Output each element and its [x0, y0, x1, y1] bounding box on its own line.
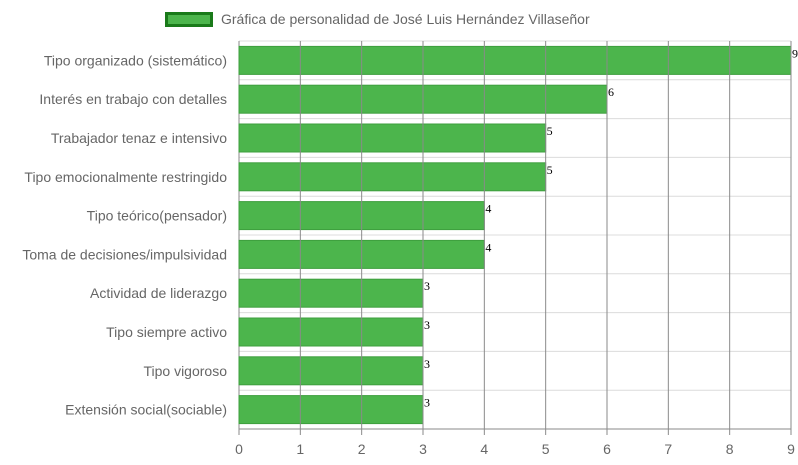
category-label: Extensión social(sociable) [65, 402, 227, 418]
bar [238, 317, 424, 347]
x-tick-label: 8 [726, 441, 734, 457]
x-tick-label: 6 [603, 441, 611, 457]
data-label: 3 [424, 318, 430, 332]
category-label: Interés en trabajo con detalles [39, 91, 227, 107]
bar [238, 356, 424, 386]
bar [238, 45, 792, 75]
x-tick-label: 5 [542, 441, 550, 457]
category-label: Tipo vigoroso [143, 363, 227, 379]
data-label: 4 [485, 240, 491, 254]
chart-legend[interactable]: Gráfica de personalidad de José Luis Her… [165, 8, 590, 30]
data-label: 5 [547, 124, 553, 138]
data-label: 9 [792, 46, 798, 60]
legend-swatch [165, 11, 213, 27]
category-label: Tipo teórico(pensador) [87, 208, 227, 224]
x-tick-label: 2 [358, 441, 366, 457]
x-tick-label: 9 [787, 441, 795, 457]
x-tick-label: 0 [235, 441, 243, 457]
category-label: Trabajador tenaz e intensivo [51, 130, 227, 146]
category-label: Tipo emocionalmente restringido [24, 169, 227, 185]
bar [238, 123, 547, 153]
x-tick-label: 3 [419, 441, 427, 457]
data-label: 3 [424, 396, 430, 410]
category-label: Tipo organizado (sistemático) [44, 52, 227, 68]
category-label: Actividad de liderazgo [90, 285, 227, 301]
category-label: Tipo siempre activo [106, 324, 227, 340]
legend-label: Gráfica de personalidad de José Luis Her… [221, 11, 590, 27]
data-label: 4 [485, 202, 491, 216]
bar [238, 395, 424, 425]
data-label: 3 [424, 279, 430, 293]
x-tick-label: 1 [296, 441, 304, 457]
data-label: 6 [608, 85, 614, 99]
category-label: Toma de decisiones/impulsividad [22, 246, 227, 262]
x-tick-label: 7 [664, 441, 672, 457]
data-label: 3 [424, 357, 430, 371]
bar [238, 278, 424, 308]
bar [238, 162, 547, 192]
data-label: 5 [547, 163, 553, 177]
x-tick-label: 4 [480, 441, 488, 457]
